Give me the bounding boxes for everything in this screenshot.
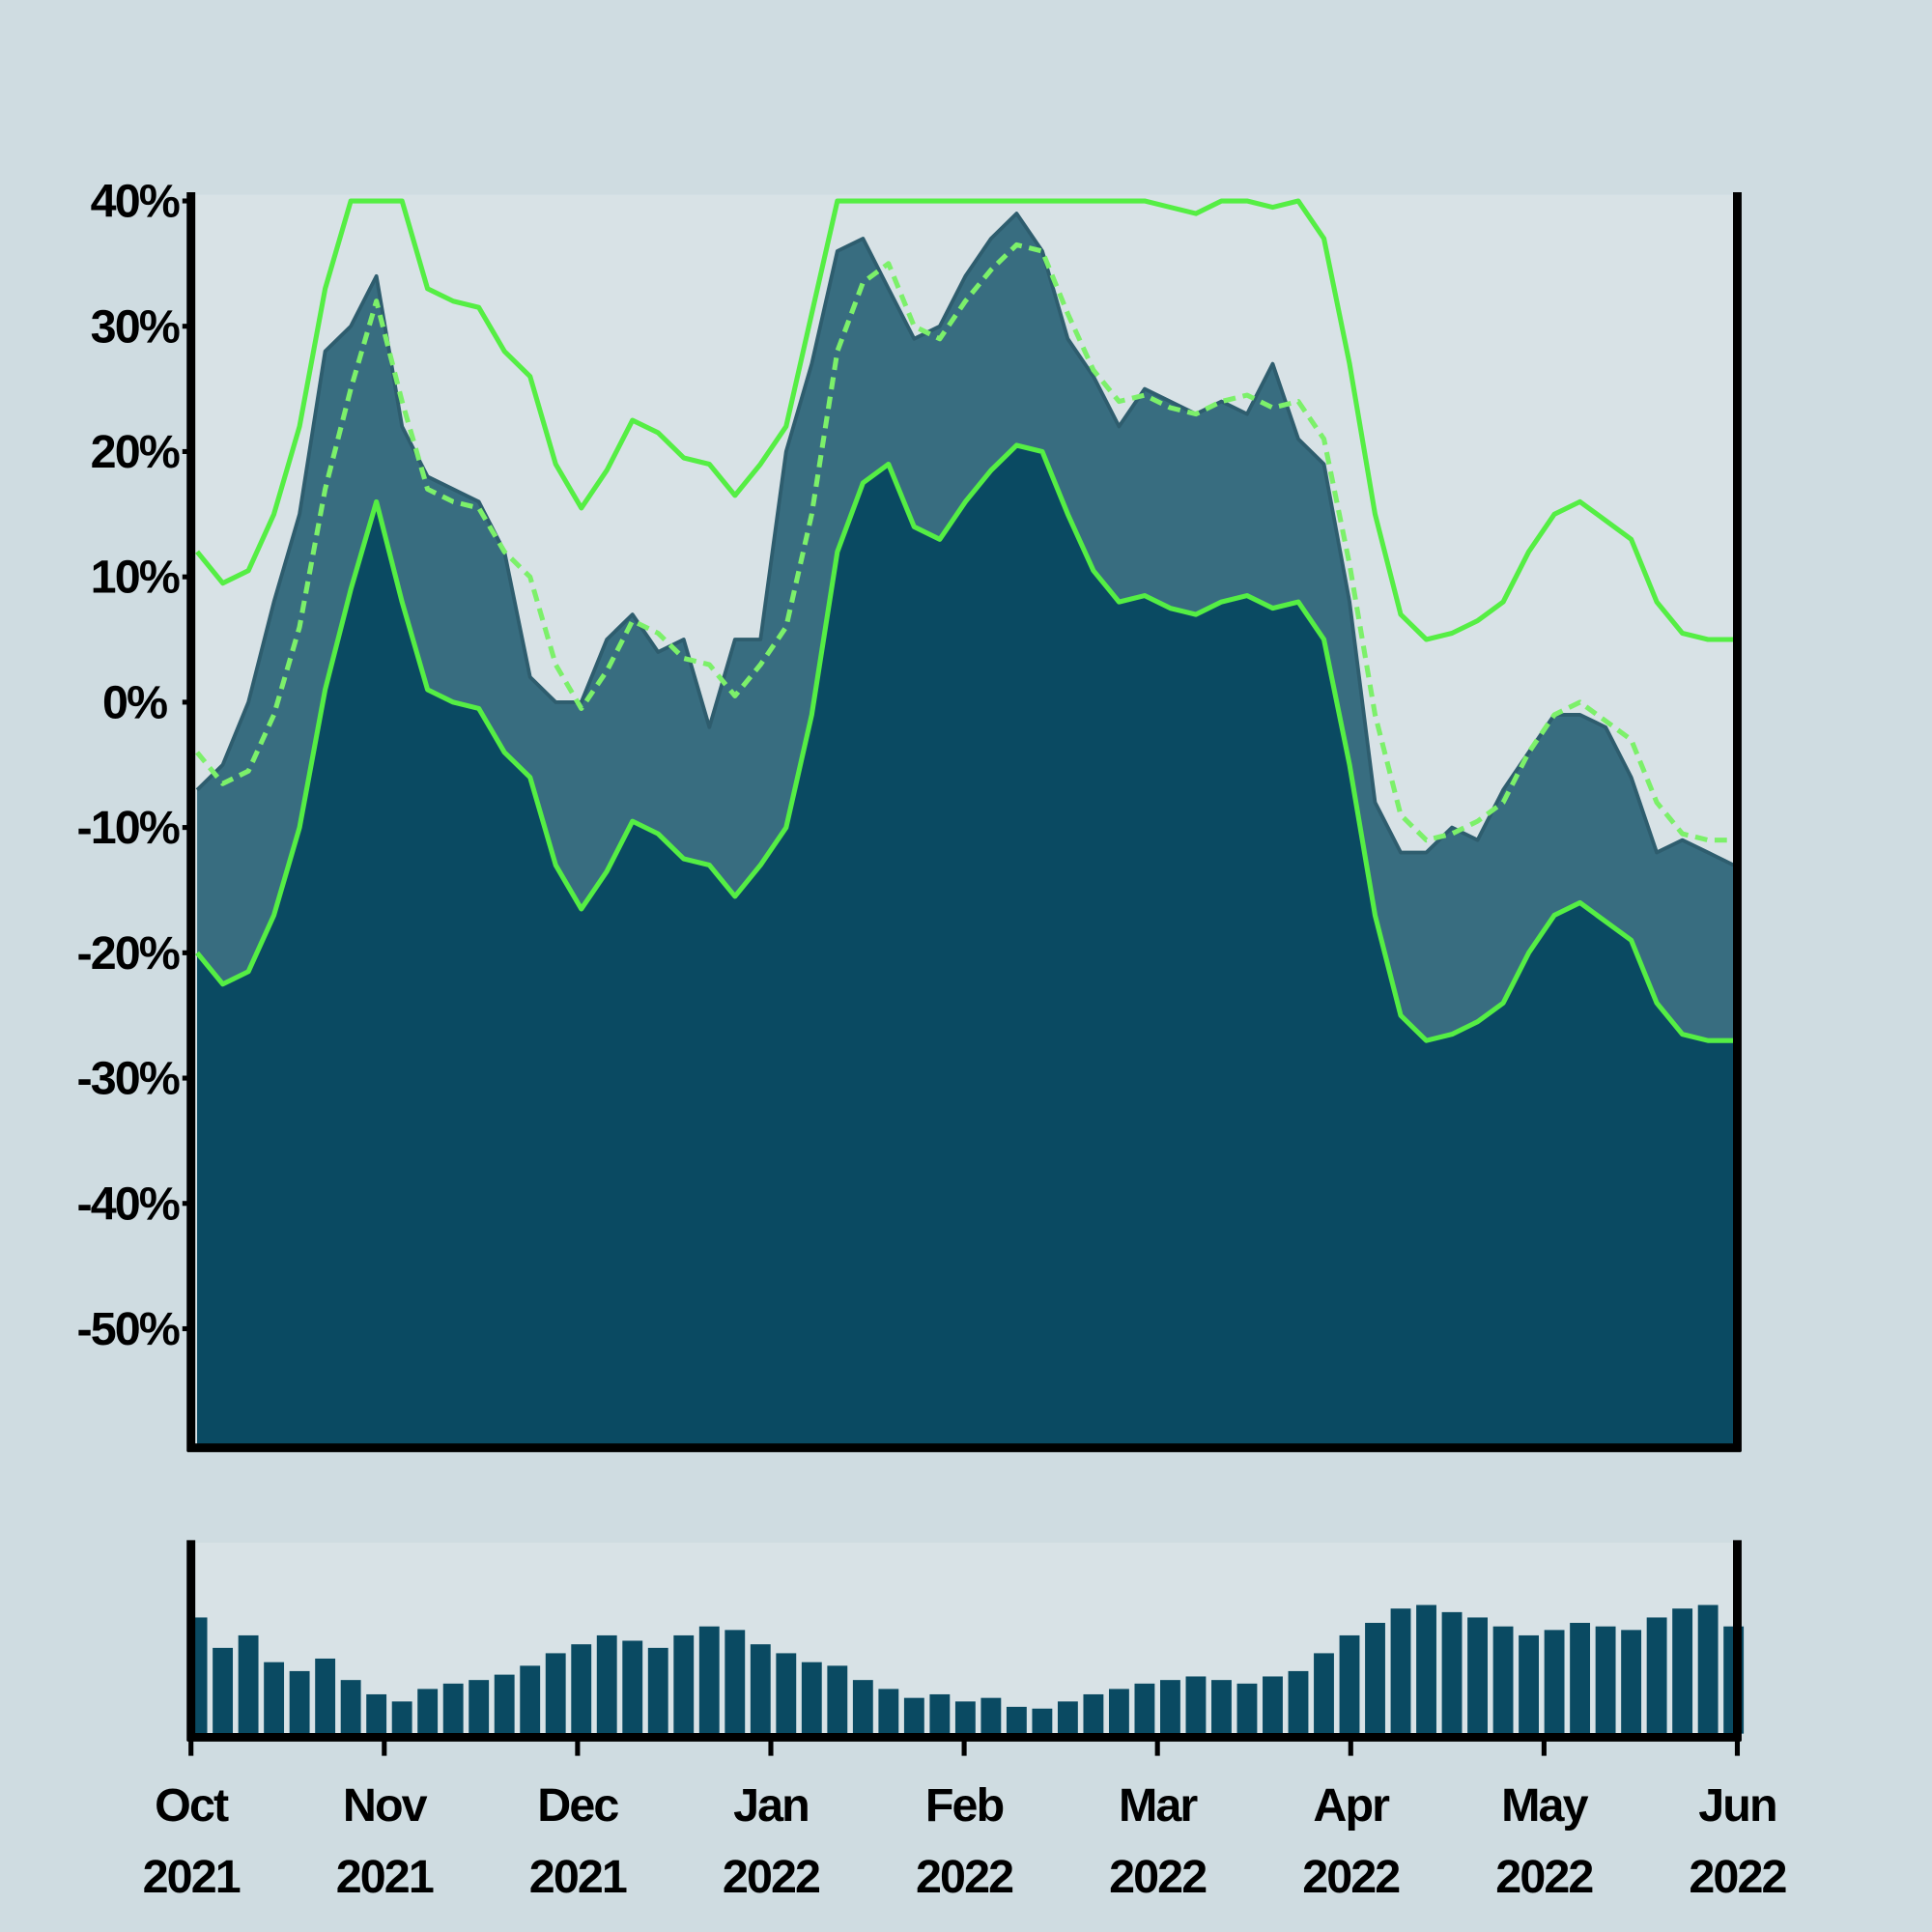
bar [1595,1626,1616,1734]
line [195,442,1734,1043]
bar [929,1693,951,1734]
x-tick-label: 2022 [1109,1851,1206,1903]
bar [1057,1701,1078,1734]
bar [289,1670,310,1734]
bar [1160,1680,1180,1734]
bar [878,1689,899,1734]
bar [750,1644,771,1734]
bar [1314,1653,1334,1734]
x-tick-label: May [1501,1779,1588,1832]
line [195,198,1734,642]
bar [1134,1683,1155,1734]
x-tick-label: 2022 [723,1851,819,1903]
bar [1416,1605,1436,1734]
x-tick-label: Mar [1119,1779,1198,1832]
bar [366,1693,387,1734]
bar [1646,1617,1667,1734]
y-tick-label: 10% [91,552,180,604]
x-tick-label: 2022 [916,1851,1012,1903]
y-tick-label: -40% [76,1178,179,1230]
bar [1519,1634,1539,1734]
bar [1390,1608,1411,1734]
line [195,212,1735,867]
bar [1365,1622,1385,1734]
bar [571,1644,592,1734]
bar [1263,1676,1283,1734]
bar [852,1680,873,1734]
bar [647,1647,668,1734]
bar [1697,1605,1719,1734]
y-tick-label: -30% [76,1053,179,1105]
bar [1185,1676,1207,1734]
bar [1467,1617,1488,1734]
bar [417,1689,439,1734]
line [195,242,1734,843]
bar [238,1634,259,1734]
bar [622,1640,643,1734]
bar [1006,1706,1027,1734]
bar [1236,1683,1258,1734]
bar [545,1653,566,1734]
bar [1672,1608,1693,1734]
y-tick-label: -20% [76,927,179,980]
x-tick-label: 2022 [1689,1851,1785,1903]
area [197,444,1734,1448]
bar [1492,1626,1514,1734]
y-tick-label: 30% [91,300,180,353]
bar [954,1701,976,1734]
bar [442,1683,464,1734]
x-tick-label: 2022 [1302,1851,1399,1903]
bar [776,1653,797,1734]
x-tick-label: 2021 [529,1851,627,1903]
x-tick-label: Apr [1313,1779,1390,1832]
bar [469,1680,490,1734]
bar [724,1630,746,1734]
x-tick-label: 2021 [336,1851,434,1903]
x-tick-label: Jun [1698,1779,1776,1832]
y-tick-label: 20% [91,426,180,478]
bar [1544,1630,1565,1734]
bar [673,1634,695,1734]
x-tick-label: Feb [925,1779,1004,1832]
y-tick-label: -50% [76,1303,179,1355]
bar [1211,1680,1232,1734]
bar [494,1674,515,1734]
bar [1339,1634,1360,1734]
bar [980,1697,1002,1734]
bar [1108,1689,1129,1734]
bar [264,1662,285,1734]
y-tick-label: 0% [102,676,167,728]
x-tick-label: 2021 [143,1851,241,1903]
bar [315,1658,336,1734]
x-tick-label: Dec [537,1779,618,1832]
x-tick-label: Nov [343,1779,428,1832]
bar [1621,1630,1642,1734]
bar [801,1662,822,1734]
bar [1570,1622,1591,1734]
bar [520,1665,541,1734]
bar [1441,1611,1463,1734]
bar [596,1634,617,1734]
bar [903,1697,924,1734]
y-tick-label: 40% [91,176,180,228]
bar [1288,1670,1309,1734]
x-tick-label: Jan [733,1779,809,1832]
x-tick-label: 2022 [1495,1851,1592,1903]
bar [213,1647,234,1734]
x-tick-label: Oct [155,1779,229,1832]
bar [698,1626,720,1734]
bar [340,1680,361,1734]
bar [827,1665,848,1734]
bar [391,1701,412,1734]
y-tick-label: -10% [76,802,179,854]
bar [1083,1693,1104,1734]
bar [1032,1708,1053,1734]
